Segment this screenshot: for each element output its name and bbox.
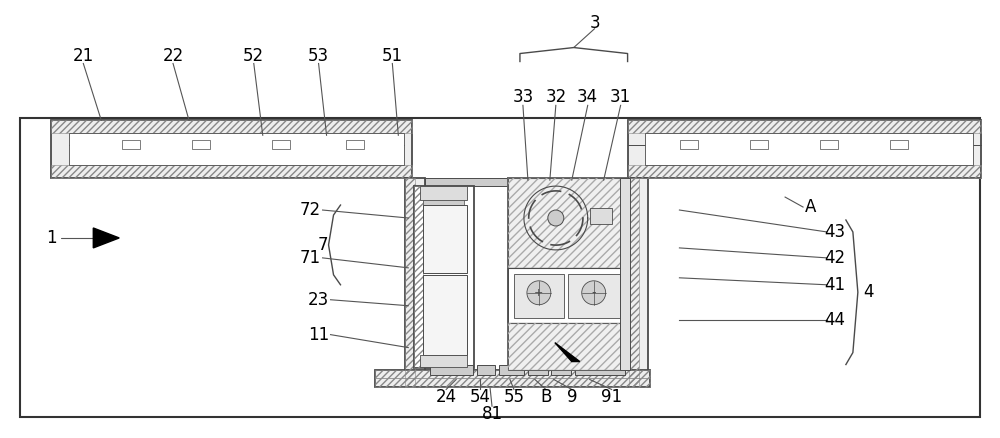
Bar xyxy=(620,178,630,370)
Text: 1: 1 xyxy=(46,229,57,247)
Text: 34: 34 xyxy=(577,88,598,106)
Bar xyxy=(20,118,980,417)
Text: 22: 22 xyxy=(162,46,184,64)
Bar xyxy=(645,133,973,165)
Text: 91: 91 xyxy=(601,389,622,406)
Bar xyxy=(414,186,474,367)
Text: 33: 33 xyxy=(512,88,534,106)
Bar xyxy=(51,120,412,178)
Bar xyxy=(680,140,698,149)
Bar xyxy=(423,200,464,205)
Bar xyxy=(551,364,571,374)
Bar xyxy=(628,178,648,388)
Text: 51: 51 xyxy=(382,46,403,64)
Bar xyxy=(375,370,650,388)
Text: 54: 54 xyxy=(470,389,491,406)
Text: 53: 53 xyxy=(308,46,329,64)
Text: 72: 72 xyxy=(300,201,321,219)
Bar xyxy=(51,120,412,133)
Bar xyxy=(590,208,612,224)
Bar xyxy=(420,186,467,200)
Text: B: B xyxy=(540,389,552,406)
Circle shape xyxy=(548,210,564,226)
Text: 3: 3 xyxy=(589,14,600,32)
Bar xyxy=(628,165,981,178)
Text: 31: 31 xyxy=(610,88,631,106)
Bar xyxy=(508,178,628,268)
Bar xyxy=(514,274,564,318)
Text: 52: 52 xyxy=(243,46,264,64)
Text: 55: 55 xyxy=(503,389,524,406)
Text: 23: 23 xyxy=(308,291,329,309)
Bar xyxy=(508,268,628,323)
Text: 21: 21 xyxy=(73,46,94,64)
Bar xyxy=(122,140,140,149)
Bar xyxy=(750,140,768,149)
Bar xyxy=(508,178,628,370)
Text: 44: 44 xyxy=(824,311,845,328)
Bar xyxy=(528,364,548,374)
Bar xyxy=(425,178,628,186)
Bar xyxy=(499,364,524,374)
Bar xyxy=(423,275,467,355)
Bar xyxy=(423,205,467,273)
Bar xyxy=(51,165,412,178)
Text: 43: 43 xyxy=(824,223,845,241)
Bar xyxy=(405,178,425,388)
Text: -: - xyxy=(591,286,596,299)
Bar xyxy=(477,364,495,374)
Bar xyxy=(69,133,404,165)
Text: 81: 81 xyxy=(481,406,503,424)
Polygon shape xyxy=(93,228,119,248)
Text: 11: 11 xyxy=(308,325,329,344)
Bar xyxy=(628,120,981,178)
Bar xyxy=(568,274,620,318)
Text: 71: 71 xyxy=(300,249,321,267)
Bar xyxy=(420,355,467,367)
Bar xyxy=(405,178,415,388)
Bar xyxy=(375,378,650,388)
Bar xyxy=(575,364,625,374)
Bar xyxy=(508,178,628,268)
Text: 41: 41 xyxy=(824,276,845,294)
Bar xyxy=(508,323,628,370)
Text: 7: 7 xyxy=(317,236,328,254)
Bar xyxy=(508,323,628,370)
Text: 32: 32 xyxy=(545,88,566,106)
Circle shape xyxy=(527,281,551,305)
Text: A: A xyxy=(805,198,817,216)
Bar xyxy=(820,140,838,149)
Text: 24: 24 xyxy=(436,389,457,406)
Bar xyxy=(414,186,423,367)
Text: 42: 42 xyxy=(824,249,845,267)
Circle shape xyxy=(582,281,606,305)
Bar xyxy=(890,140,908,149)
Text: +: + xyxy=(534,288,544,298)
Text: 4: 4 xyxy=(864,283,874,301)
Bar xyxy=(430,364,473,374)
Text: 9: 9 xyxy=(567,389,577,406)
Bar xyxy=(192,140,210,149)
Bar xyxy=(629,178,639,388)
Polygon shape xyxy=(555,343,580,361)
Bar xyxy=(375,370,650,378)
Bar xyxy=(628,120,981,133)
Bar xyxy=(346,140,364,149)
Bar xyxy=(272,140,290,149)
